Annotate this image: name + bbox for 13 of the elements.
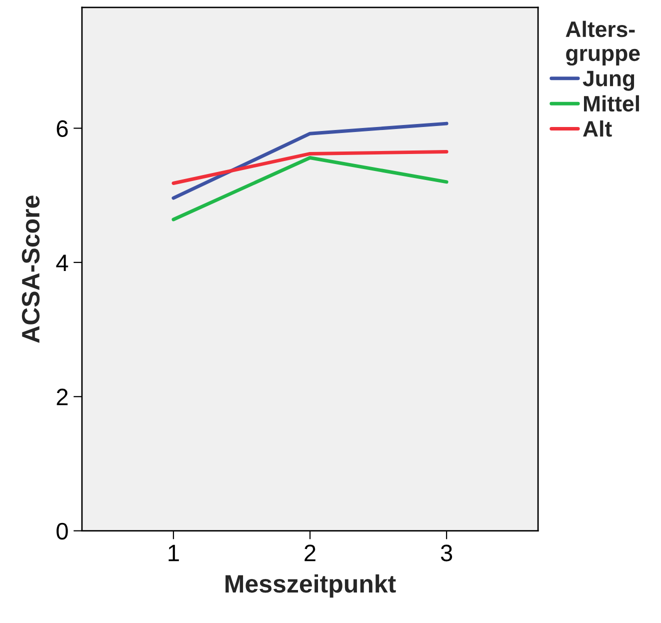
y-tick-label: 4	[56, 254, 68, 271]
y-axis-title: ACSA-Score	[22, 196, 40, 343]
y-tick-label: 0	[56, 522, 68, 540]
legend-label: Jung	[582, 70, 634, 91]
x-tick-label: 2	[304, 544, 316, 562]
y-tick-label: 6	[56, 120, 68, 138]
x-tick-label: 3	[440, 544, 452, 562]
legend-label: Alt	[583, 120, 612, 137]
x-axis-title: Messzeitpunkt	[226, 574, 396, 598]
legend-title: Alters- gruppe	[566, 20, 640, 66]
y-tick-label: 2	[56, 388, 68, 406]
x-tick-label: 1	[168, 544, 179, 562]
legend-label: Mittel	[584, 95, 639, 112]
